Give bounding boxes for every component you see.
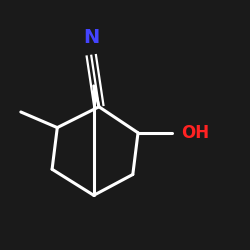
Text: OH: OH	[181, 124, 209, 142]
Text: N: N	[83, 28, 99, 47]
